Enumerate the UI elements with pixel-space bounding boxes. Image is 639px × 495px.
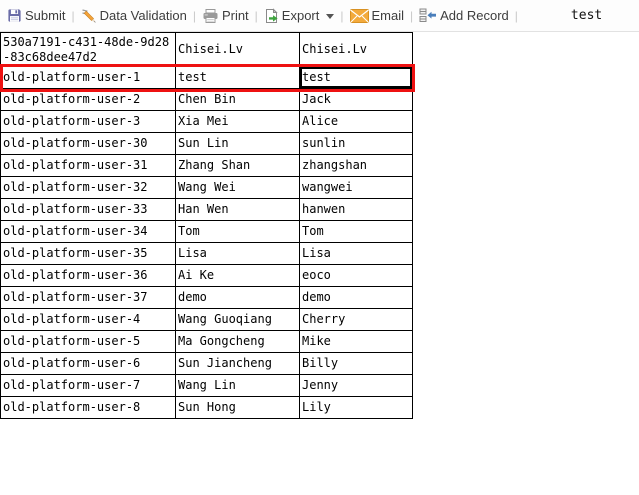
user-table-body: 530a7191-c431-48de-9d28-83c68dee47d2 Chis… (0, 32, 413, 419)
print-label: Print (221, 8, 249, 23)
table-row: old-platform-user-34 Tom Tom (0, 220, 413, 243)
table-cell[interactable]: old-platform-user-5 (0, 330, 176, 353)
table-cell[interactable]: wangwei (299, 176, 413, 199)
table-row: old-platform-user-33 Han Wen hanwen (0, 198, 413, 221)
table-row: old-platform-user-6 Sun Jiancheng Billy (0, 352, 413, 375)
table-cell[interactable]: Sun Lin (175, 132, 300, 155)
toolbar-separator: | (192, 8, 196, 23)
table-cell[interactable]: Jenny (299, 374, 413, 397)
table-cell[interactable]: test (175, 66, 300, 89)
table-row: old-platform-user-37 demo demo (0, 286, 413, 309)
email-label: Email (371, 8, 405, 23)
table-cell[interactable]: Ai Ke (175, 264, 300, 287)
table-cell[interactable]: old-platform-user-36 (0, 264, 176, 287)
table-cell[interactable]: zhangshan (299, 154, 413, 177)
table-cell[interactable]: old-platform-user-6 (0, 352, 176, 375)
table-cell[interactable]: Lily (299, 396, 413, 419)
table-row: old-platform-user-36 Ai Ke eoco (0, 264, 413, 287)
table-row: 530a7191-c431-48de-9d28-83c68dee47d2 Chis… (0, 32, 413, 67)
toolbar-separator: | (514, 8, 518, 23)
table-cell[interactable]: Chisei.Lv (175, 32, 300, 67)
table-cell[interactable]: 530a7191-c431-48de-9d28-83c68dee47d2 (0, 32, 176, 67)
table-cell[interactable]: Billy (299, 352, 413, 375)
table-cell[interactable]: Tom (299, 220, 413, 243)
table-cell[interactable]: Ma Gongcheng (175, 330, 300, 353)
table-row: old-platform-user-3 Xia Mei Alice (0, 110, 413, 133)
table-cell[interactable]: old-platform-user-32 (0, 176, 176, 199)
table-cell[interactable]: test (299, 66, 413, 89)
save-icon (7, 8, 22, 23)
table-cell[interactable]: old-platform-user-4 (0, 308, 176, 331)
table-row: old-platform-user-5 Ma Gongcheng Mike (0, 330, 413, 353)
table-row: old-platform-user-31 Zhang Shan zhangshan (0, 154, 413, 177)
data-validation-label: Data Validation (99, 8, 187, 23)
table-cell[interactable]: old-platform-user-30 (0, 132, 176, 155)
table-cell[interactable]: Wang Guoqiang (175, 308, 300, 331)
table-cell[interactable]: sunlin (299, 132, 413, 155)
table-cell[interactable]: old-platform-user-1 (0, 66, 176, 89)
table-cell[interactable]: Alice (299, 110, 413, 133)
toolbar-right-text: test (570, 8, 603, 23)
table-cell[interactable]: Mike (299, 330, 413, 353)
table-row: old-platform-user-35 Lisa Lisa (0, 242, 413, 265)
envelope-icon (349, 8, 369, 23)
table-cell[interactable]: Chen Bin (175, 88, 300, 111)
table-cell[interactable]: old-platform-user-2 (0, 88, 176, 111)
table-row: old-platform-user-30 Sun Lin sunlin (0, 132, 413, 155)
table-cell[interactable]: Jack (299, 88, 413, 111)
table-cell[interactable]: old-platform-user-35 (0, 242, 176, 265)
table-row: old-platform-user-1 test test (0, 66, 413, 89)
table-cell[interactable]: Wang Lin (175, 374, 300, 397)
table-cell[interactable]: old-platform-user-33 (0, 198, 176, 221)
table-cell[interactable]: hanwen (299, 198, 413, 221)
table-cell[interactable]: Lisa (299, 242, 413, 265)
export-label: Export (281, 8, 320, 23)
table-cell[interactable]: old-platform-user-7 (0, 374, 176, 397)
table-cell[interactable]: Zhang Shan (175, 154, 300, 177)
table-cell[interactable]: old-platform-user-8 (0, 396, 176, 419)
toolbar-separator: | (410, 8, 414, 23)
add-record-button[interactable]: Add Record (414, 0, 514, 31)
table-cell[interactable]: old-platform-user-37 (0, 286, 176, 309)
add-record-icon (419, 8, 437, 23)
table-cell[interactable]: Lisa (175, 242, 300, 265)
pencil-icon (81, 8, 97, 24)
table-row: old-platform-user-7 Wang Lin Jenny (0, 374, 413, 397)
export-page-icon (264, 7, 279, 24)
toolbar: Submit | Data Validation | (0, 0, 639, 32)
submit-button[interactable]: Submit (2, 0, 70, 31)
printer-icon (202, 8, 219, 24)
table-cell[interactable]: Sun Hong (175, 396, 300, 419)
table-row: old-platform-user-4 Wang Guoqiang Cherry (0, 308, 413, 331)
email-button[interactable]: Email (345, 0, 410, 31)
table-cell[interactable]: Sun Jiancheng (175, 352, 300, 375)
table-cell[interactable]: Xia Mei (175, 110, 300, 133)
export-button[interactable]: Export (259, 0, 340, 31)
table-row: old-platform-user-8 Sun Hong Lily (0, 396, 413, 419)
dropdown-caret-icon (326, 14, 335, 19)
table-cell[interactable]: Chisei.Lv (299, 32, 413, 67)
table-cell[interactable]: Wang Wei (175, 176, 300, 199)
table-cell[interactable]: demo (299, 286, 413, 309)
print-button[interactable]: Print (197, 0, 254, 31)
table-cell[interactable]: old-platform-user-34 (0, 220, 176, 243)
user-table: 530a7191-c431-48de-9d28-83c68dee47d2 Chis… (0, 32, 413, 419)
table-cell[interactable]: demo (175, 286, 300, 309)
table-cell[interactable]: eoco (299, 264, 413, 287)
table-cell[interactable]: Tom (175, 220, 300, 243)
add-record-label: Add Record (440, 8, 509, 23)
table-cell[interactable]: old-platform-user-31 (0, 154, 176, 177)
toolbar-separator: | (71, 8, 75, 23)
toolbar-separator: | (254, 8, 258, 23)
table-row: old-platform-user-32 Wang Wei wangwei (0, 176, 413, 199)
table-row: old-platform-user-2 Chen Bin Jack (0, 88, 413, 111)
toolbar-separator: | (340, 8, 344, 23)
data-validation-button[interactable]: Data Validation (76, 0, 192, 31)
table-cell[interactable]: Han Wen (175, 198, 300, 221)
table-cell[interactable]: Cherry (299, 308, 413, 331)
submit-label: Submit (25, 8, 66, 23)
table-cell[interactable]: old-platform-user-3 (0, 110, 176, 133)
